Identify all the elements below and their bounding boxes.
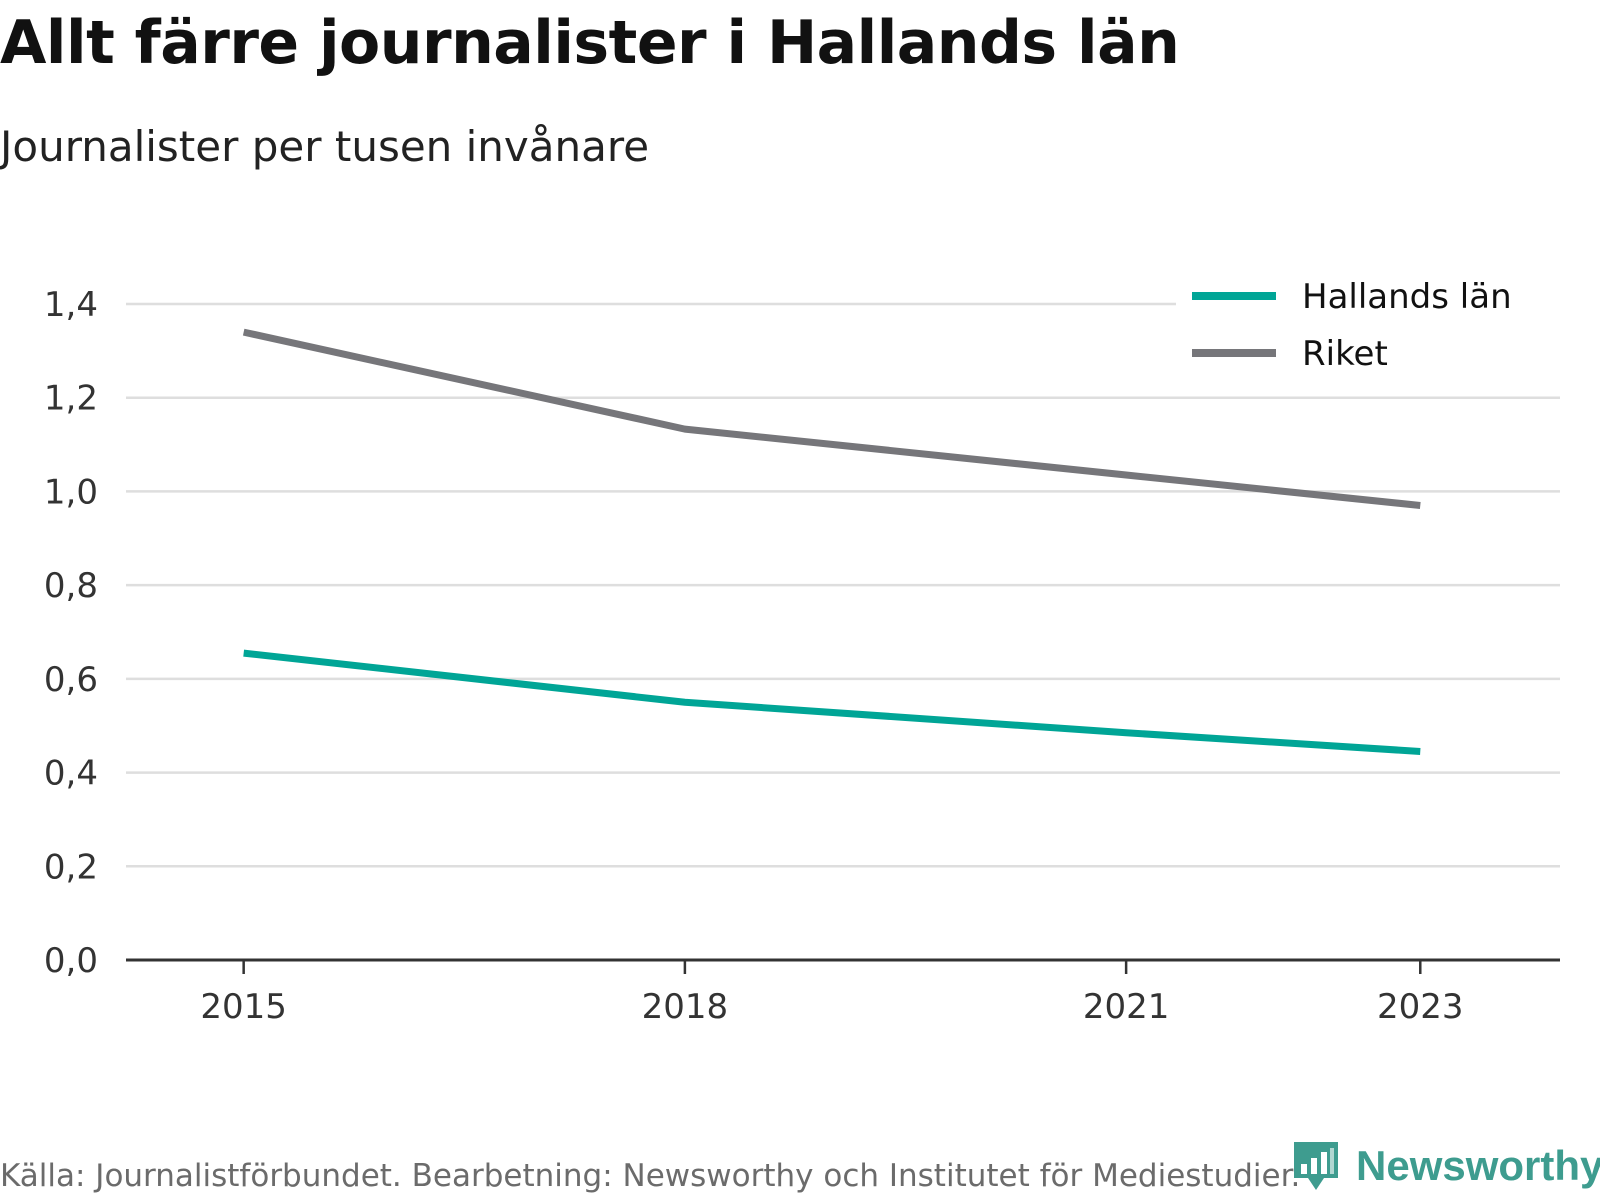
series-line — [242, 328, 1421, 509]
series-line — [243, 649, 1421, 755]
y-tick-label: 0,4 — [44, 754, 98, 794]
brand-logo: Newsworthy — [1290, 1138, 1600, 1194]
y-axis-tick-labels: 0,0 0,2 0,4 0,6 0,8 1,0 1,2 1,4 — [44, 285, 98, 981]
x-tick-label: 2015 — [200, 987, 287, 1027]
y-tick-label: 1,2 — [44, 379, 98, 419]
brand-name: Newsworthy — [1356, 1142, 1600, 1189]
y-tick-label: 0,0 — [44, 941, 98, 981]
legend-label: Hallands län — [1302, 277, 1512, 317]
newsworthy-logo-icon — [1294, 1142, 1338, 1190]
y-tick-label: 0,2 — [44, 847, 98, 887]
x-axis: 2015 2018 2021 2023 — [126, 958, 1560, 1027]
legend-label: Riket — [1302, 334, 1388, 374]
legend: Hallands län Riket — [1176, 266, 1560, 384]
chart-subtitle: Journalister per tusen invånare — [0, 122, 650, 171]
y-tick-label: 0,8 — [44, 566, 98, 606]
x-tick-label: 2018 — [642, 987, 729, 1027]
y-tick-label: 1,4 — [44, 285, 98, 325]
legend-background — [1176, 266, 1560, 384]
chart-title: Allt färre journalister i Hallands län — [0, 8, 1180, 78]
gridlines — [126, 302, 1560, 868]
source-note: Källa: Journalistförbundet. Bearbetning:… — [0, 1158, 1301, 1194]
y-tick-label: 1,0 — [44, 472, 98, 512]
series-lines — [242, 328, 1421, 755]
x-tick-label: 2021 — [1083, 987, 1170, 1027]
y-tick-label: 0,6 — [44, 660, 98, 700]
x-tick-label: 2023 — [1377, 987, 1464, 1027]
